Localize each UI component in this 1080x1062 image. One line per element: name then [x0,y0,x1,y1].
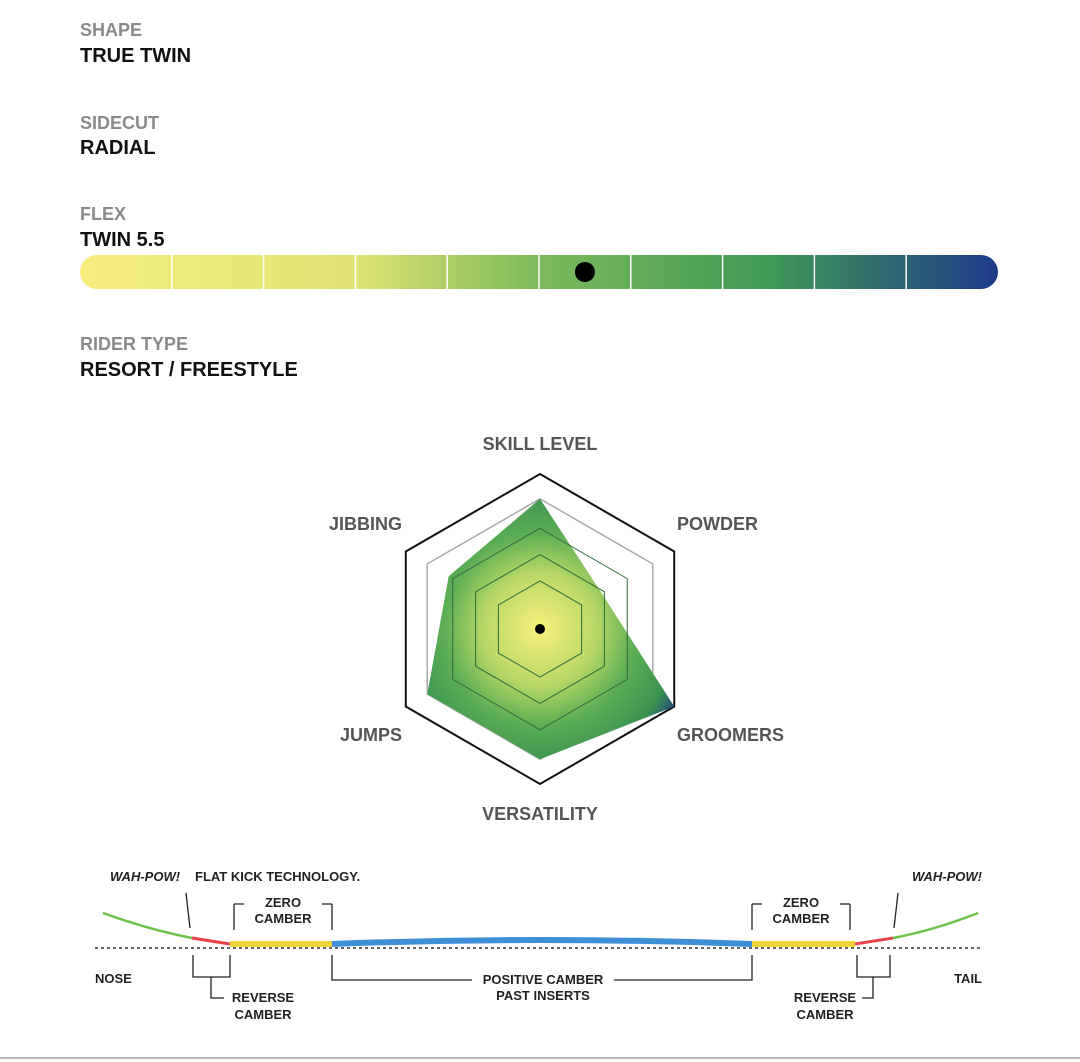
profile-label: CAMBER [796,1007,854,1022]
axis-label: VERSATILITY [482,804,598,824]
axis-label: JUMPS [340,725,402,745]
axis-label: POWDER [677,514,758,534]
flex-bar [80,255,998,289]
profile-label: PAST INSERTS [496,988,590,1003]
spec-label: SHAPE [80,20,143,40]
radar-chart [404,472,676,786]
axis-label: JIBBING [329,514,402,534]
camber-profile: WAH-POW! FLAT KICK TECHNOLOGY. WAH-POW! … [95,869,983,1022]
spec-label: SIDECUT [80,113,160,133]
profile-label: POSITIVE CAMBER [483,972,604,987]
radar-ring [497,580,583,678]
spec-value: TRUE TWIN [80,45,192,67]
profile-label: ZERO [783,895,819,910]
profile-label: WAH-POW! [912,869,983,884]
axis-label: SKILL LEVEL [483,434,598,454]
profile-label: WAH-POW! [110,869,181,884]
profile-label: ZERO [265,895,301,910]
profile-label: TAIL [954,971,982,986]
radar-ring [475,554,605,704]
radar-center [535,624,545,634]
spec-label: FLEX [80,204,127,224]
flex-marker [574,262,595,282]
profile-label: CAMBER [772,911,830,926]
profile-label: CAMBER [254,911,312,926]
radar-area [427,498,675,760]
axis-label: GROOMERS [677,725,784,745]
spec-value: RADIAL [80,137,156,159]
spec-value: RESORT / FREESTYLE [80,359,298,381]
profile-label: CAMBER [234,1007,292,1022]
profile-label: REVERSE [794,990,856,1005]
spec-value: TWIN 5.5 [80,229,165,251]
profile-label: REVERSE [232,990,294,1005]
radar-ring [452,527,628,731]
profile-label: NOSE [95,971,132,986]
radar-outline [404,472,676,786]
spec-label: RIDER TYPE [80,334,189,354]
profile-label: FLAT KICK TECHNOLOGY. [195,869,360,884]
